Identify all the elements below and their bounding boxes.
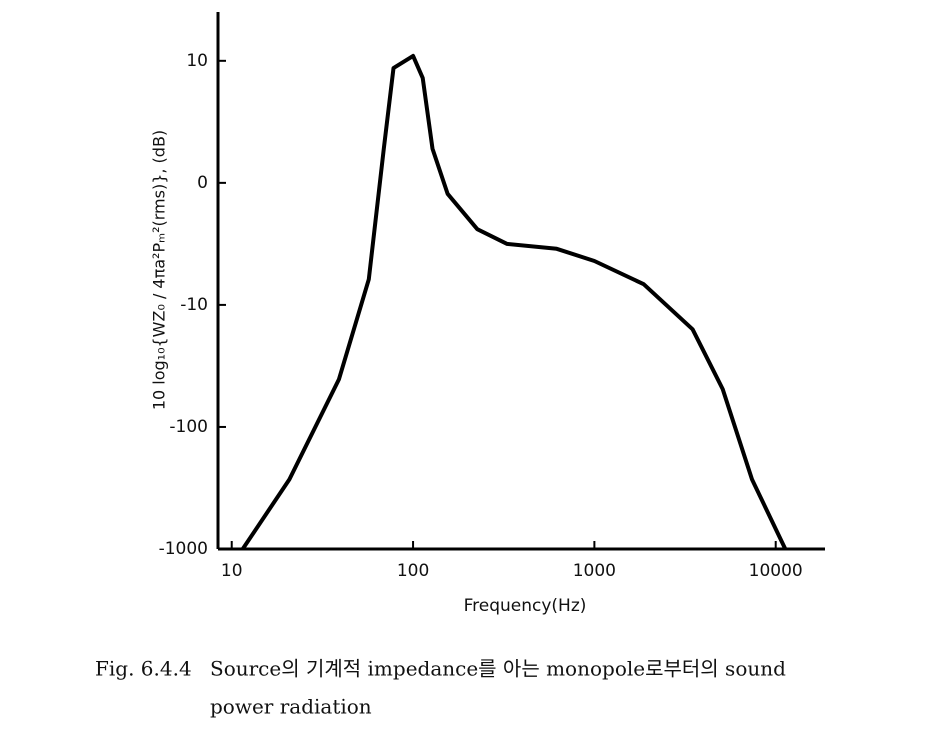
- y-tick-label: 10: [186, 51, 208, 71]
- line-series: [241, 53, 788, 551]
- y-tick-label: -10: [180, 295, 208, 315]
- caption-number: Fig. 6.4.4: [95, 657, 192, 681]
- x-tick-label: 1000: [573, 561, 616, 581]
- y-axis-label: 10 log₁₀{WZ₀ / 4πa²Pₘ²(rms)}, (dB): [150, 130, 169, 410]
- y-tick-label: -100: [169, 417, 208, 437]
- x-tick-label: 10: [221, 561, 243, 581]
- y-tick-label: -1000: [159, 539, 208, 559]
- x-tick-label: 10000: [749, 561, 803, 581]
- caption-text: power radiation: [210, 695, 372, 719]
- x-tick-label: 100: [397, 561, 429, 581]
- x-axis-label: Frequency(Hz): [464, 596, 587, 616]
- caption-text: Source의 기계적 impedance를 아는 monopole로부터의 s…: [210, 657, 786, 681]
- y-tick-label: 0: [197, 173, 208, 193]
